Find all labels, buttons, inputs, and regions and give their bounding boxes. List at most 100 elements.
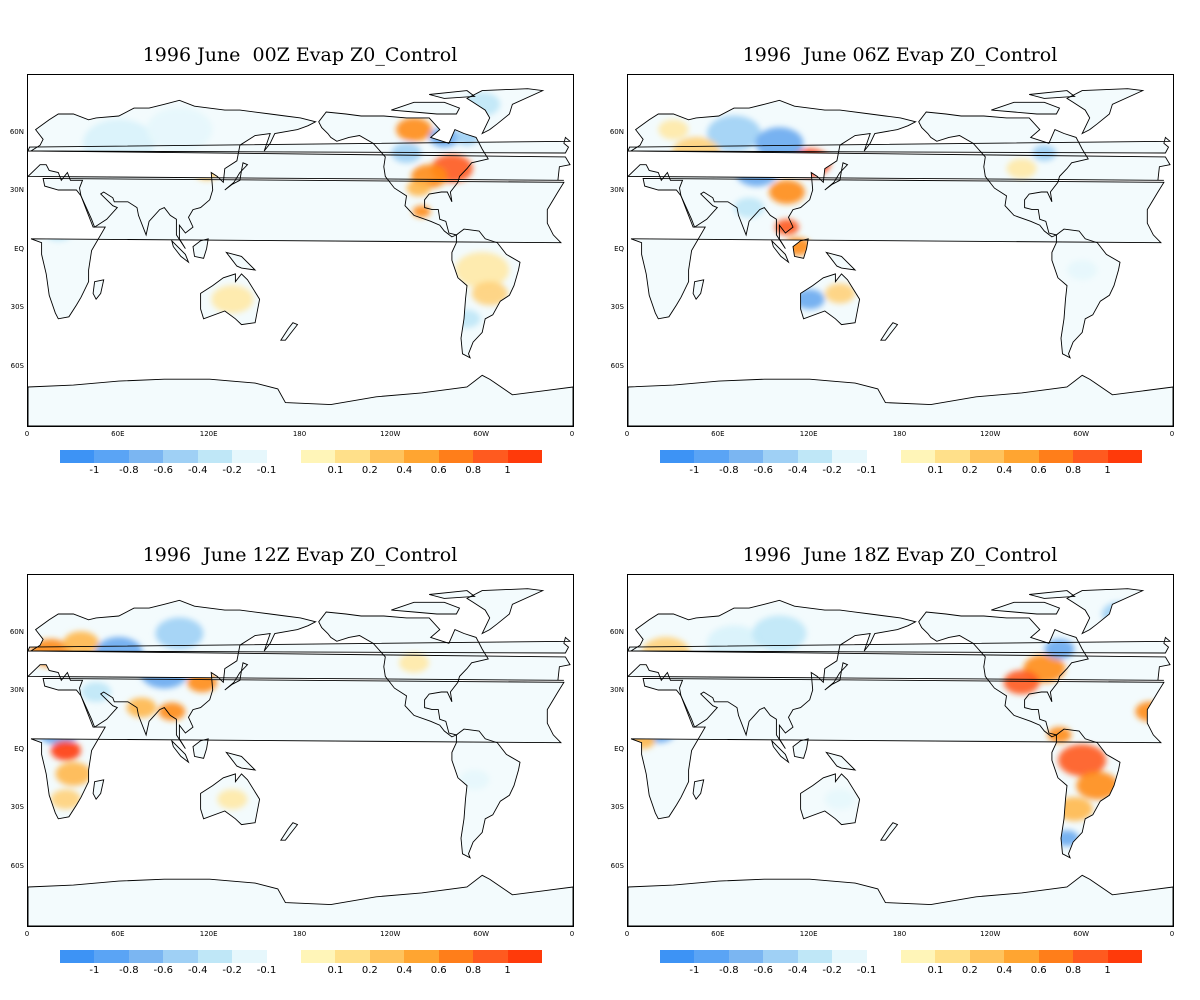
- anomaly-patch: [735, 158, 778, 187]
- colorbar-swatch: [797, 950, 833, 963]
- colorbar-swatch: [1073, 950, 1109, 963]
- coastlines: [28, 88, 573, 426]
- anomaly-patch: [399, 652, 430, 673]
- map-frame: [627, 74, 1174, 427]
- map-frame: [27, 74, 574, 427]
- map-panel: 1996 June 18Z Evap Z0_Control 60N 30N EQ 30S…: [600, 500, 1200, 1000]
- colorbar-swatch: [473, 450, 509, 463]
- colorbar-swatch: [969, 950, 1005, 963]
- lat-tick-label: 60S: [10, 361, 24, 370]
- lon-tick-label: 60W: [473, 430, 490, 438]
- colorbar-swatch: [60, 950, 95, 963]
- colorbar-label: 0.6: [430, 465, 447, 476]
- lon-tick-label: 0: [569, 430, 575, 438]
- colorbar-label: -1: [89, 465, 100, 476]
- lon-tick-label: 120W: [980, 930, 1001, 938]
- colorbar-swatch: [866, 950, 902, 963]
- lat-tick-label: 30S: [10, 803, 24, 811]
- anomaly-patch: [755, 127, 804, 160]
- colorbar-label: -0.1: [256, 465, 277, 476]
- lat-tick-label: EQ: [14, 244, 24, 253]
- map-panel: 1996 June 06Z Evap Z0_Control 60N 30N EQ 30S…: [600, 0, 1200, 500]
- lon-tick-label: 120E: [799, 930, 818, 938]
- colorbar-label: -0.6: [753, 465, 774, 476]
- anomaly-patch: [412, 205, 431, 218]
- colorbar-label: -0.6: [153, 465, 174, 476]
- colorbar-swatch: [163, 950, 199, 963]
- lat-tick-label: 30N: [609, 186, 624, 194]
- colorbar-label: 0.8: [1065, 965, 1082, 976]
- colorbar-label: -0.2: [222, 965, 242, 976]
- colorbar-label: 0.2: [361, 965, 378, 976]
- colorbar-label: -0.2: [222, 465, 242, 476]
- panel-title: 1996 June 06Z Evap Z0_Control: [742, 44, 1058, 66]
- colorbar-label: 0.2: [961, 965, 978, 976]
- colorbar-label: -0.4: [187, 965, 208, 976]
- colorbar-swatch: [266, 950, 302, 963]
- colorbar-swatch: [797, 450, 833, 463]
- lon-tick-label: 0: [1169, 430, 1175, 438]
- lon-tick-label: 60W: [1073, 430, 1090, 438]
- anomaly-patch: [1044, 639, 1075, 660]
- map-canvas: [28, 88, 573, 426]
- anomaly-patch: [50, 740, 81, 761]
- lat-tick-label: 30N: [609, 686, 624, 694]
- colorbar-label: -1: [689, 465, 700, 476]
- map-panel: 1996 June 12Z Evap Z0_Control 60N 30N EQ 30S…: [0, 500, 600, 1000]
- anomaly-patch: [471, 281, 508, 306]
- colorbar-swatch: [866, 450, 902, 463]
- anomaly-patch: [706, 115, 761, 152]
- anomaly-patch: [43, 221, 74, 241]
- evap-anomaly-shading: [43, 92, 510, 328]
- anomaly-patch: [464, 92, 501, 117]
- anomaly-patch: [631, 732, 656, 749]
- colorbar-swatch: [369, 950, 405, 963]
- anomaly-patch: [146, 107, 213, 152]
- lat-tick-label: EQ: [614, 744, 624, 753]
- colorbar-swatch: [694, 450, 730, 463]
- lat-tick-label: 60S: [610, 861, 624, 870]
- lon-tick-label: 60E: [711, 430, 725, 438]
- colorbar-label: 0.4: [396, 465, 413, 476]
- anomaly-patch: [824, 789, 855, 810]
- lon-tick-label: 180: [892, 430, 907, 438]
- colorbar-swatch: [832, 450, 868, 463]
- colorbar-swatch: [60, 450, 95, 463]
- lat-tick-label: 30S: [610, 803, 624, 811]
- lon-tick-label: 120E: [199, 430, 218, 438]
- anomaly-patch: [752, 615, 807, 652]
- colorbar-swatch: [335, 950, 371, 963]
- colorbar-swatch: [1038, 950, 1074, 963]
- map-canvas: [628, 88, 1173, 426]
- colorbar-swatch: [728, 950, 764, 963]
- colorbar-label: 0.2: [961, 465, 978, 476]
- colorbar-label: -0.6: [153, 965, 174, 976]
- coastlines: [628, 588, 1173, 926]
- lat-tick-label: 30S: [10, 303, 24, 311]
- lat-tick-label: 30N: [9, 186, 24, 194]
- anomaly-patch: [82, 119, 155, 168]
- lon-tick-label: 60E: [111, 430, 125, 438]
- colorbar-label: -0.1: [256, 965, 277, 976]
- colorbar-swatch: [128, 950, 164, 963]
- lon-tick-label: 60E: [111, 930, 125, 938]
- lon-tick-label: 120W: [380, 430, 401, 438]
- map-canvas: [628, 588, 1173, 926]
- lat-tick-label: 60N: [9, 627, 24, 636]
- colorbar-swatch: [763, 450, 799, 463]
- panel-title: 1996 June 12Z Evap Z0_Control: [142, 544, 458, 566]
- lat-tick-label: 60S: [10, 861, 24, 870]
- anomaly-patch: [641, 637, 690, 669]
- colorbar-swatch: [197, 450, 233, 463]
- colorbar-label: 0.6: [1030, 465, 1047, 476]
- colorbar-swatch: [832, 950, 868, 963]
- colorbar-label: -0.1: [856, 465, 877, 476]
- lon-tick-label: 180: [292, 430, 307, 438]
- colorbar-swatch: [473, 950, 509, 963]
- anomaly-patch: [37, 717, 80, 745]
- lon-tick-label: 0: [1169, 930, 1175, 938]
- anomaly-patch: [94, 637, 143, 669]
- colorbar: [60, 950, 543, 963]
- anomaly-patch: [658, 119, 689, 140]
- colorbar-swatch: [694, 950, 730, 963]
